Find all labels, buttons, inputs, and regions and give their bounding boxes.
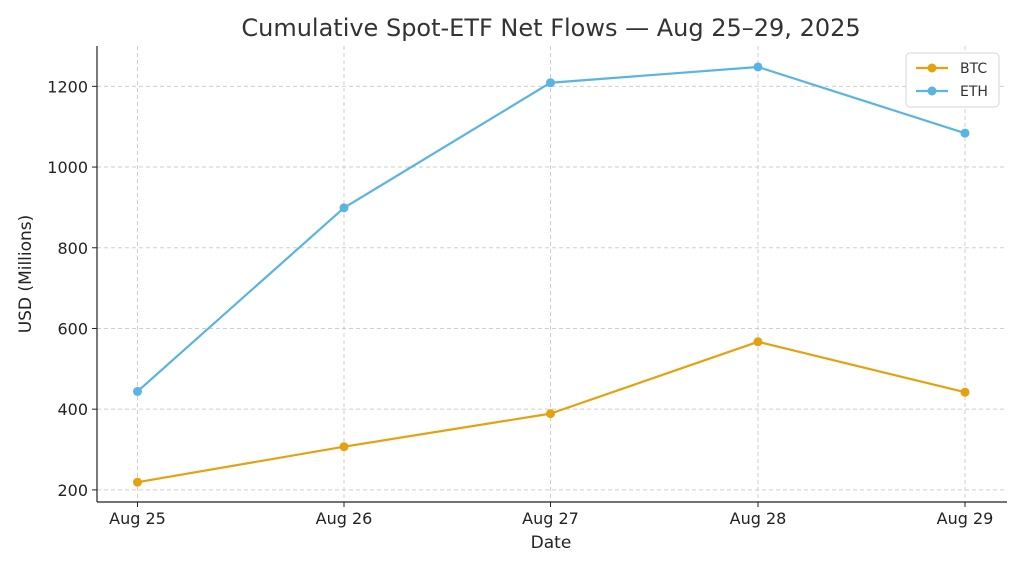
legend-label-eth: ETH xyxy=(960,84,988,100)
legend-marker-btc xyxy=(927,63,937,73)
data-point-eth xyxy=(753,62,763,72)
data-point-eth xyxy=(960,128,970,138)
data-point-btc xyxy=(753,337,763,347)
axis-ticks: Aug 25 Aug 26 Aug 27 Aug 28 Aug 29 200 400 600 8… xyxy=(47,77,993,528)
data-series xyxy=(133,62,970,487)
y-tick-label: 800 xyxy=(57,239,88,258)
x-tick-label: Aug 29 xyxy=(937,509,994,528)
data-point-btc xyxy=(133,477,142,487)
y-tick-label: 200 xyxy=(57,481,88,500)
y-tick-label: 400 xyxy=(57,400,88,419)
x-tick-label: Aug 25 xyxy=(109,509,166,528)
data-point-eth xyxy=(133,386,142,396)
data-point-eth xyxy=(546,78,555,88)
axes xyxy=(96,46,1007,503)
plot-area: Aug 25 Aug 26 Aug 27 Aug 28 Aug 29 200 400 600 8… xyxy=(47,46,1007,528)
y-tick-label: 1200 xyxy=(47,77,88,96)
y-axis-label: USD (Millions) xyxy=(16,215,36,334)
data-point-eth xyxy=(339,203,349,213)
x-axis-label: Date xyxy=(531,533,572,553)
x-tick-label: Aug 27 xyxy=(522,509,579,528)
x-tick-label: Aug 26 xyxy=(316,509,373,528)
data-point-btc xyxy=(546,409,555,419)
x-tick-label: Aug 28 xyxy=(730,509,787,528)
data-point-btc xyxy=(339,442,349,452)
data-point-btc xyxy=(960,387,970,397)
plot-background xyxy=(97,46,1007,502)
legend: BTC ETH xyxy=(905,52,1000,108)
grid-lines xyxy=(97,46,1007,502)
chart-title: Cumulative Spot-ETF Net Flows — Aug 25–2… xyxy=(241,14,860,42)
y-tick-label: 600 xyxy=(57,319,88,338)
legend-marker-eth xyxy=(927,86,937,96)
y-tick-label: 1000 xyxy=(47,158,88,177)
legend-label-btc: BTC xyxy=(960,61,987,77)
